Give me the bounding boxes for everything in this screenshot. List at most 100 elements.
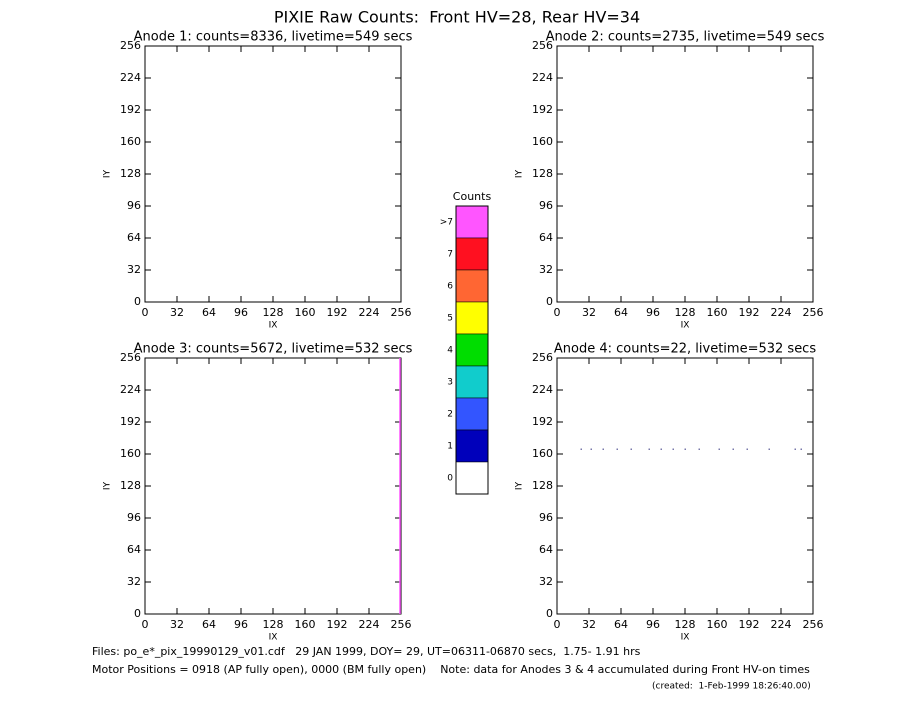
- y-tick-label: 160: [532, 135, 553, 148]
- count-pixel: [800, 448, 802, 450]
- x-tick-label: 256: [803, 306, 824, 319]
- y-tick-label: 128: [532, 479, 553, 492]
- count-pixel: [732, 448, 734, 450]
- x-tick-label: 160: [295, 306, 316, 319]
- x-tick-label: 192: [739, 306, 760, 319]
- y-tick-label: 0: [546, 295, 553, 308]
- x-tick-label: 192: [739, 618, 760, 631]
- y-tick-label: 32: [539, 263, 553, 276]
- x-tick-label: 64: [614, 306, 628, 319]
- colorbar-label: 1: [447, 442, 453, 452]
- count-pixel: [648, 448, 650, 450]
- x-tick-label: 64: [202, 306, 216, 319]
- count-pixel: [672, 448, 674, 450]
- count-pixel: [698, 448, 700, 450]
- y-tick-label: 96: [127, 199, 141, 212]
- count-pixel: [580, 448, 582, 450]
- colorbar-box: [455, 205, 489, 239]
- y-axis-label: IY: [515, 169, 525, 178]
- y-tick-label: 32: [539, 575, 553, 588]
- colorbar-frame: [455, 205, 489, 495]
- x-tick-label: 160: [707, 306, 728, 319]
- count-pixel: [684, 448, 686, 450]
- y-tick-label: 0: [134, 295, 141, 308]
- y-tick-label: 192: [120, 103, 141, 116]
- colorbar-title: Counts: [453, 190, 492, 203]
- colorbar-label: 3: [447, 378, 453, 388]
- footer-motor: Motor Positions = 0918 (AP fully open), …: [92, 663, 810, 676]
- footer-created: (created: 1-Feb-1999 18:26:40.00): [652, 682, 811, 692]
- colorbar-box: [455, 269, 489, 303]
- plot-frame: [144, 45, 402, 303]
- x-tick-label: 224: [771, 306, 792, 319]
- x-tick-label: 224: [359, 618, 380, 631]
- y-tick-label: 224: [532, 71, 553, 84]
- y-tick-label: 224: [120, 383, 141, 396]
- y-tick-label: 0: [134, 607, 141, 620]
- y-tick-label: 256: [532, 39, 553, 52]
- colorbar-label: >7: [440, 218, 453, 228]
- y-tick-label: 256: [120, 351, 141, 364]
- x-tick-label: 192: [327, 306, 348, 319]
- y-tick-label: 64: [127, 543, 141, 556]
- panel-title: Anode 3: counts=5672, livetime=532 secs: [134, 342, 413, 357]
- y-axis-label: IY: [103, 481, 113, 490]
- colorbar-label: 6: [447, 282, 453, 292]
- x-tick-label: 256: [391, 306, 412, 319]
- y-tick-label: 128: [532, 167, 553, 180]
- colorbar-box: [455, 461, 489, 495]
- y-tick-label: 192: [532, 415, 553, 428]
- colorbar-box: [455, 301, 489, 335]
- colorbar-box: [455, 237, 489, 271]
- panel-title: Anode 1: counts=8336, livetime=549 secs: [134, 30, 413, 45]
- colorbar-label: 0: [447, 474, 453, 484]
- colorbar-label: 5: [447, 314, 453, 324]
- x-axis-label: IX: [269, 321, 278, 331]
- count-pixel: [630, 448, 632, 450]
- x-tick-label: 32: [170, 618, 184, 631]
- panel-title: Anode 2: counts=2735, livetime=549 secs: [546, 30, 825, 45]
- count-pixel: [602, 448, 604, 450]
- colorbar-box: [455, 333, 489, 367]
- x-tick-label: 160: [295, 618, 316, 631]
- x-axis-label: IX: [681, 633, 690, 643]
- x-axis-label: IX: [269, 633, 278, 643]
- count-pixel: [794, 448, 796, 450]
- x-tick-label: 0: [554, 618, 561, 631]
- x-tick-label: 128: [263, 306, 284, 319]
- y-tick-label: 96: [539, 511, 553, 524]
- y-axis-label: IY: [103, 169, 113, 178]
- colorbar-box: [455, 429, 489, 463]
- count-pixel: [768, 448, 770, 450]
- x-tick-label: 0: [142, 306, 149, 319]
- y-tick-label: 224: [120, 71, 141, 84]
- panel-title: Anode 4: counts=22, livetime=532 secs: [554, 342, 816, 357]
- y-tick-label: 64: [127, 231, 141, 244]
- y-tick-label: 128: [120, 167, 141, 180]
- y-tick-label: 256: [532, 351, 553, 364]
- x-tick-label: 224: [359, 306, 380, 319]
- count-pixel: [616, 448, 618, 450]
- x-tick-label: 96: [234, 618, 248, 631]
- x-tick-label: 192: [327, 618, 348, 631]
- x-tick-label: 96: [646, 618, 660, 631]
- x-tick-label: 64: [614, 618, 628, 631]
- y-tick-label: 160: [532, 447, 553, 460]
- plot-frame: [556, 357, 814, 615]
- y-tick-label: 128: [120, 479, 141, 492]
- colorbar-box: [455, 397, 489, 431]
- y-tick-label: 32: [127, 575, 141, 588]
- y-tick-label: 64: [539, 543, 553, 556]
- x-tick-label: 0: [142, 618, 149, 631]
- plot-frame: [556, 45, 814, 303]
- figure-title: PIXIE Raw Counts: Front HV=28, Rear HV=3…: [274, 8, 640, 27]
- y-tick-label: 192: [120, 415, 141, 428]
- count-pixel: [746, 448, 748, 450]
- y-tick-label: 192: [532, 103, 553, 116]
- count-pixel: [660, 448, 662, 450]
- colorbar-label: 7: [447, 250, 453, 260]
- x-tick-label: 160: [707, 618, 728, 631]
- count-pixel: [590, 448, 592, 450]
- y-tick-label: 64: [539, 231, 553, 244]
